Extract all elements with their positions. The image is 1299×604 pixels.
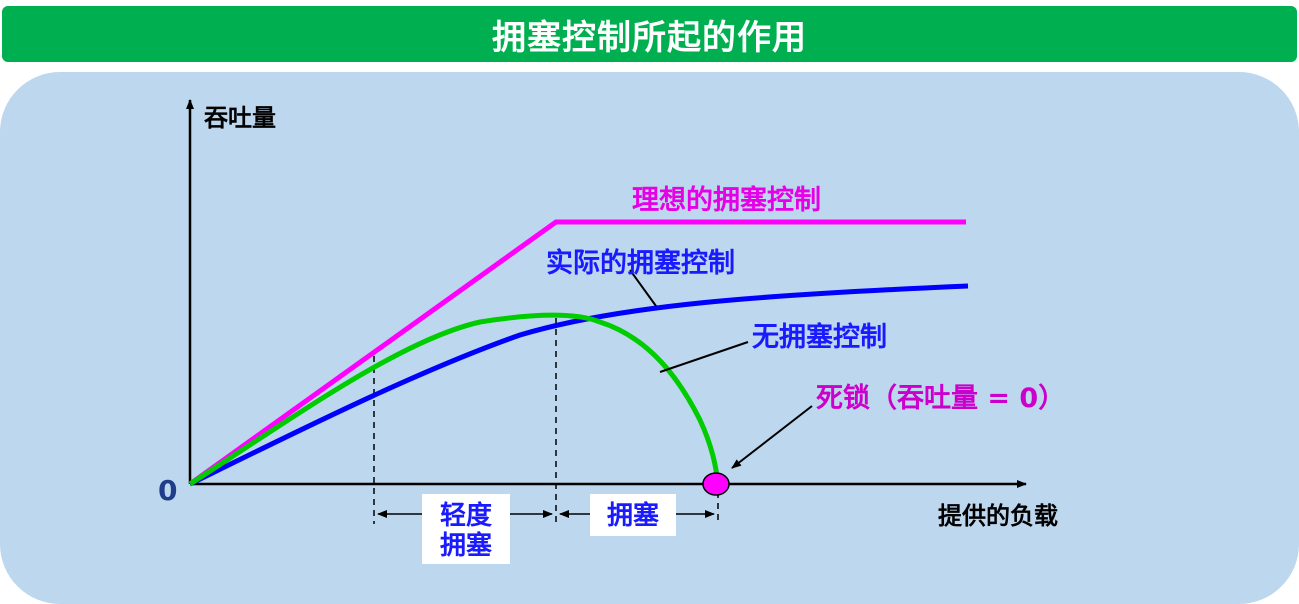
actual-label: 实际的拥塞控制 <box>546 247 735 279</box>
deadlock-callout-line <box>731 405 813 469</box>
deadlock-point <box>702 472 730 496</box>
no-control-callout-line <box>659 341 749 373</box>
congestion-label: 拥塞 <box>607 500 659 531</box>
congestion-box <box>590 494 676 536</box>
light-congestion-label-1: 轻度 <box>440 500 492 531</box>
ideal-label: 理想的拥塞控制 <box>632 184 821 216</box>
light-congestion-box <box>422 494 510 564</box>
y-axis-label: 吞吐量 <box>204 104 276 132</box>
no-control-label: 无拥塞控制 <box>752 321 887 353</box>
x-axis-label: 提供的负载 <box>938 502 1058 530</box>
title-bar: 拥塞控制所起的作用 <box>2 6 1297 62</box>
no-control-curve <box>188 312 721 487</box>
origin-label: 0 <box>158 474 177 507</box>
light-congestion-label-2: 拥塞 <box>440 530 492 561</box>
actual-curve <box>188 283 969 487</box>
ideal-curve <box>188 219 966 487</box>
actual-callout-line <box>629 269 657 307</box>
page-title: 拥塞控制所起的作用 <box>492 17 807 58</box>
deadlock-label: 死锁（吞吐量 = 0） <box>816 382 1065 414</box>
